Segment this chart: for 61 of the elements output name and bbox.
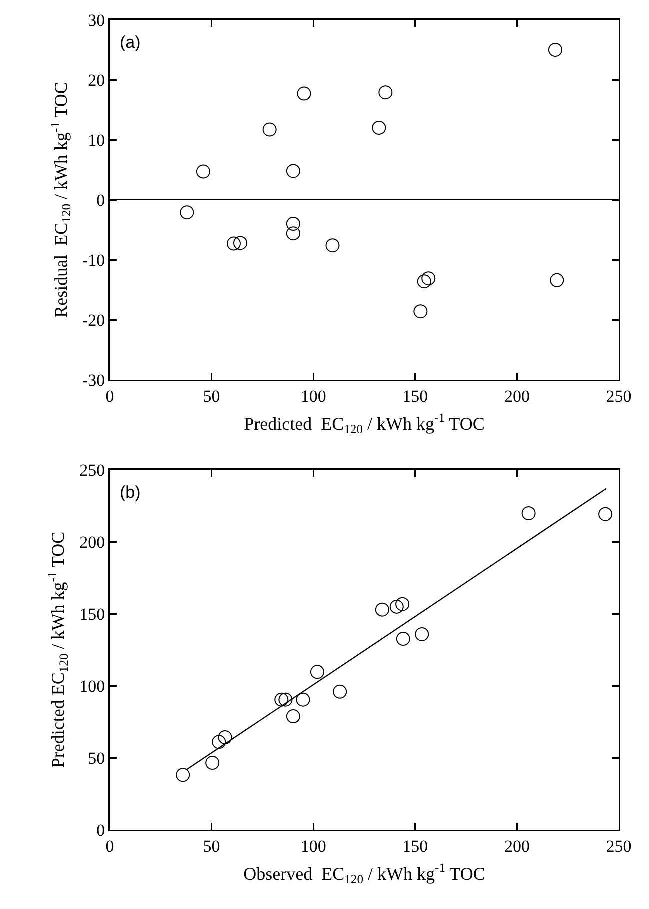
x-tick-label: 100 xyxy=(300,836,326,856)
x-tick-label: 250 xyxy=(606,836,632,856)
point xyxy=(218,730,232,745)
point xyxy=(415,627,430,642)
y-tick-label: 50 xyxy=(88,748,106,768)
y-tick-label: -20 xyxy=(82,310,106,330)
point xyxy=(372,121,386,135)
y-tick-label: 100 xyxy=(80,676,106,696)
x-tick-label: 250 xyxy=(606,386,632,406)
point xyxy=(375,602,390,617)
point xyxy=(378,86,393,100)
y-tick-label: -30 xyxy=(82,370,106,390)
x-tick-label: 150 xyxy=(402,836,428,856)
x-axis-title: Observed EC$_{120}$ / kWh kg$^{-1}$ TOC xyxy=(244,861,486,887)
y-tick-label: 30 xyxy=(88,10,106,30)
point xyxy=(326,238,340,253)
x-tick-label: 150 xyxy=(402,386,428,406)
y-tick-label: 150 xyxy=(80,604,106,624)
point xyxy=(297,86,312,101)
point xyxy=(550,273,564,288)
point xyxy=(206,756,220,770)
x-tick-label: 100 xyxy=(300,386,326,406)
y-tick-label: 0 xyxy=(96,820,106,840)
point xyxy=(176,768,190,782)
point xyxy=(212,735,226,750)
y-tick-label: 0 xyxy=(96,190,106,210)
annotation: (b) xyxy=(120,483,141,502)
point xyxy=(396,632,410,646)
point xyxy=(333,684,348,699)
point xyxy=(278,692,293,707)
x-tick-label: 50 xyxy=(203,386,220,406)
point xyxy=(548,43,562,57)
point xyxy=(598,507,613,522)
x-tick-label: 200 xyxy=(504,836,530,856)
point xyxy=(286,710,300,724)
y-tick-label: 200 xyxy=(80,532,106,552)
y-tick-label: 20 xyxy=(88,70,106,90)
point xyxy=(286,217,300,231)
point xyxy=(234,236,248,250)
point xyxy=(310,665,324,680)
point xyxy=(522,506,536,520)
point xyxy=(262,122,277,137)
x-tick-label: 200 xyxy=(504,386,530,406)
point xyxy=(196,164,210,179)
point xyxy=(226,236,241,251)
point xyxy=(390,600,404,614)
y-tick-label: -10 xyxy=(82,250,106,270)
point xyxy=(417,274,432,289)
point xyxy=(274,692,289,707)
point xyxy=(296,692,310,707)
point xyxy=(180,206,194,220)
y-tick-label: 250 xyxy=(80,460,106,480)
point xyxy=(414,304,428,319)
point xyxy=(396,597,410,612)
y-tick-label: 10 xyxy=(88,130,106,150)
point xyxy=(422,272,436,286)
point xyxy=(286,226,300,241)
annotation: (a) xyxy=(120,33,141,52)
x-tick-label: 50 xyxy=(203,836,220,856)
x-axis-title: Predicted EC$_{120}$ / kWh kg$^{-1}$ TOC xyxy=(244,411,485,437)
point xyxy=(286,164,300,178)
